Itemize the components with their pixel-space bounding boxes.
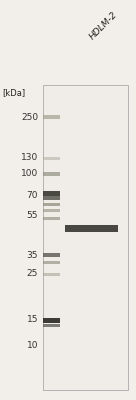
Bar bbox=[43, 216, 60, 220]
Bar bbox=[43, 196, 60, 200]
Bar bbox=[43, 202, 60, 206]
Text: 130: 130 bbox=[21, 154, 38, 162]
Text: 55: 55 bbox=[27, 210, 38, 220]
Bar bbox=[43, 172, 60, 176]
Text: [kDa]: [kDa] bbox=[2, 88, 25, 97]
Text: HDLM-2: HDLM-2 bbox=[88, 10, 119, 41]
Bar bbox=[43, 272, 60, 276]
Bar bbox=[43, 190, 60, 196]
Text: 250: 250 bbox=[21, 112, 38, 122]
Bar bbox=[43, 208, 60, 212]
Bar bbox=[43, 324, 60, 326]
Text: 70: 70 bbox=[27, 192, 38, 200]
Bar bbox=[43, 156, 60, 160]
Bar bbox=[43, 253, 60, 257]
Bar bbox=[65, 224, 118, 232]
Text: 35: 35 bbox=[27, 250, 38, 260]
Bar bbox=[43, 318, 60, 322]
Bar bbox=[43, 85, 128, 390]
Text: 10: 10 bbox=[27, 340, 38, 350]
Text: 15: 15 bbox=[27, 316, 38, 324]
Text: 100: 100 bbox=[21, 170, 38, 178]
Bar bbox=[43, 260, 60, 264]
Text: 25: 25 bbox=[27, 268, 38, 278]
Bar bbox=[43, 115, 60, 119]
